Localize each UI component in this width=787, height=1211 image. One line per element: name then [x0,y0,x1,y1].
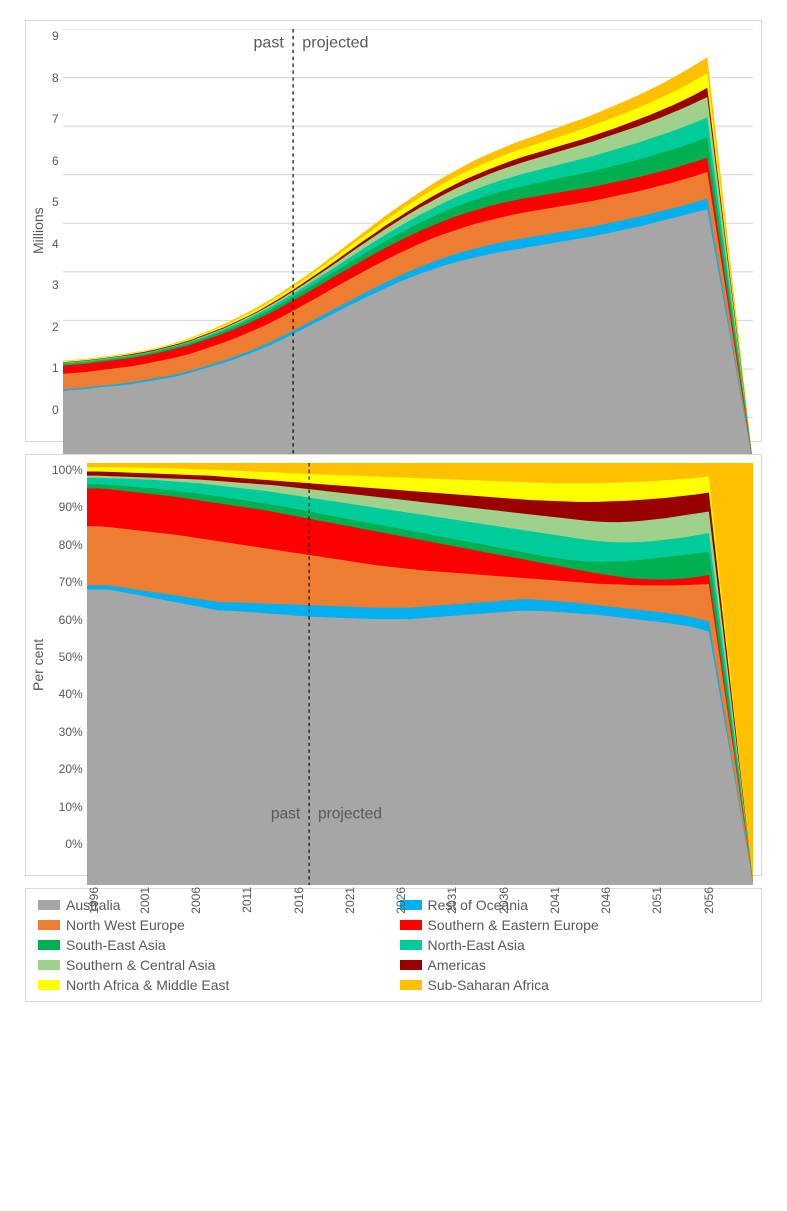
swatch-icon [400,980,422,990]
xtick: 2051 [650,887,701,914]
swatch-icon [400,920,422,930]
ytick: 2 [52,320,59,334]
chart2-ylabel: Per cent [26,455,50,875]
legend-label: Americas [428,957,486,973]
label-past: past [253,33,284,51]
xtick: 2011 [240,887,291,913]
ytick: 50% [59,650,83,664]
legend-item-nwe: North West Europe [38,917,388,933]
ytick: 70% [59,575,83,589]
ytick: 60% [59,613,83,627]
ytick: 4 [52,237,59,251]
legend-item-sea: South-East Asia [38,937,388,953]
xtick: 2016 [292,887,343,914]
label-projected: projected [318,805,382,822]
chart-millions: Millions 9876543210 pastprojected 199620… [25,20,762,442]
ytick: 6 [52,154,59,168]
swatch-icon [38,920,60,930]
legend-label: Sub-Saharan Africa [428,977,549,993]
ytick: 0% [65,837,82,851]
legend-label: North Africa & Middle East [66,977,229,993]
chart2-plot: past projected [87,463,753,885]
legend-label: Southern & Eastern Europe [428,917,599,933]
chart2-xaxis: 1996200120062011201620212026203120362041… [87,885,753,914]
ytick: 9 [52,29,59,43]
legend-label: South-East Asia [66,937,166,953]
chart-percent: Per cent 100% 90% 80% 70% 60% 50% 40% 30% 20% 10%… [25,454,762,876]
ytick: 20% [59,762,83,776]
swatch-icon [38,960,60,970]
legend-label: North West Europe [66,917,185,933]
xtick: 2036 [497,887,548,914]
label-projected: projected [302,33,368,51]
xtick: 2021 [343,887,394,914]
swatch-icon [400,960,422,970]
legend-item-name: North Africa & Middle East [38,977,388,993]
legend-label: North-East Asia [428,937,525,953]
ytick: 5 [52,195,59,209]
xtick: 2026 [394,887,445,914]
ytick: 40% [59,687,83,701]
ytick: 8 [52,71,59,85]
ytick: 0 [52,403,59,417]
xtick: 2056 [702,887,753,914]
xtick: 2001 [138,887,189,914]
ytick: 80% [59,538,83,552]
legend-item-sca: Southern & Central Asia [38,957,388,973]
chart1-yaxis: 9 8 7 6 5 4 3 2 1 0 [50,21,63,441]
xtick: 2031 [445,887,496,914]
legend-item-nea: North-East Asia [400,937,750,953]
ytick: 10% [59,800,83,814]
label-past: past [271,805,301,822]
chart1-ylabel: Millions [26,21,50,441]
xtick: 1996 [87,887,138,914]
swatch-icon [38,980,60,990]
ytick: 3 [52,278,59,292]
legend-item-americas: Americas [400,957,750,973]
chart2-svg: past projected [87,463,753,885]
legend-item-ssa: Sub-Saharan Africa [400,977,750,993]
chart2-yaxis: 100% 90% 80% 70% 60% 50% 40% 30% 20% 10% 0% [50,455,87,875]
chart1-svg: past projected [63,29,753,466]
swatch-icon [38,900,60,910]
xtick: 2006 [189,887,240,914]
swatch-icon [400,940,422,950]
ytick: 90% [59,500,83,514]
ytick: 7 [52,112,59,126]
chart1-plot: past projected [63,29,753,466]
ytick: 100% [52,463,83,477]
legend-item-see: Southern & Eastern Europe [400,917,750,933]
xtick: 2046 [599,887,650,914]
ytick: 30% [59,725,83,739]
xtick: 2041 [548,887,599,914]
swatch-icon [38,940,60,950]
ytick: 1 [52,361,59,375]
legend-label: Southern & Central Asia [66,957,215,973]
